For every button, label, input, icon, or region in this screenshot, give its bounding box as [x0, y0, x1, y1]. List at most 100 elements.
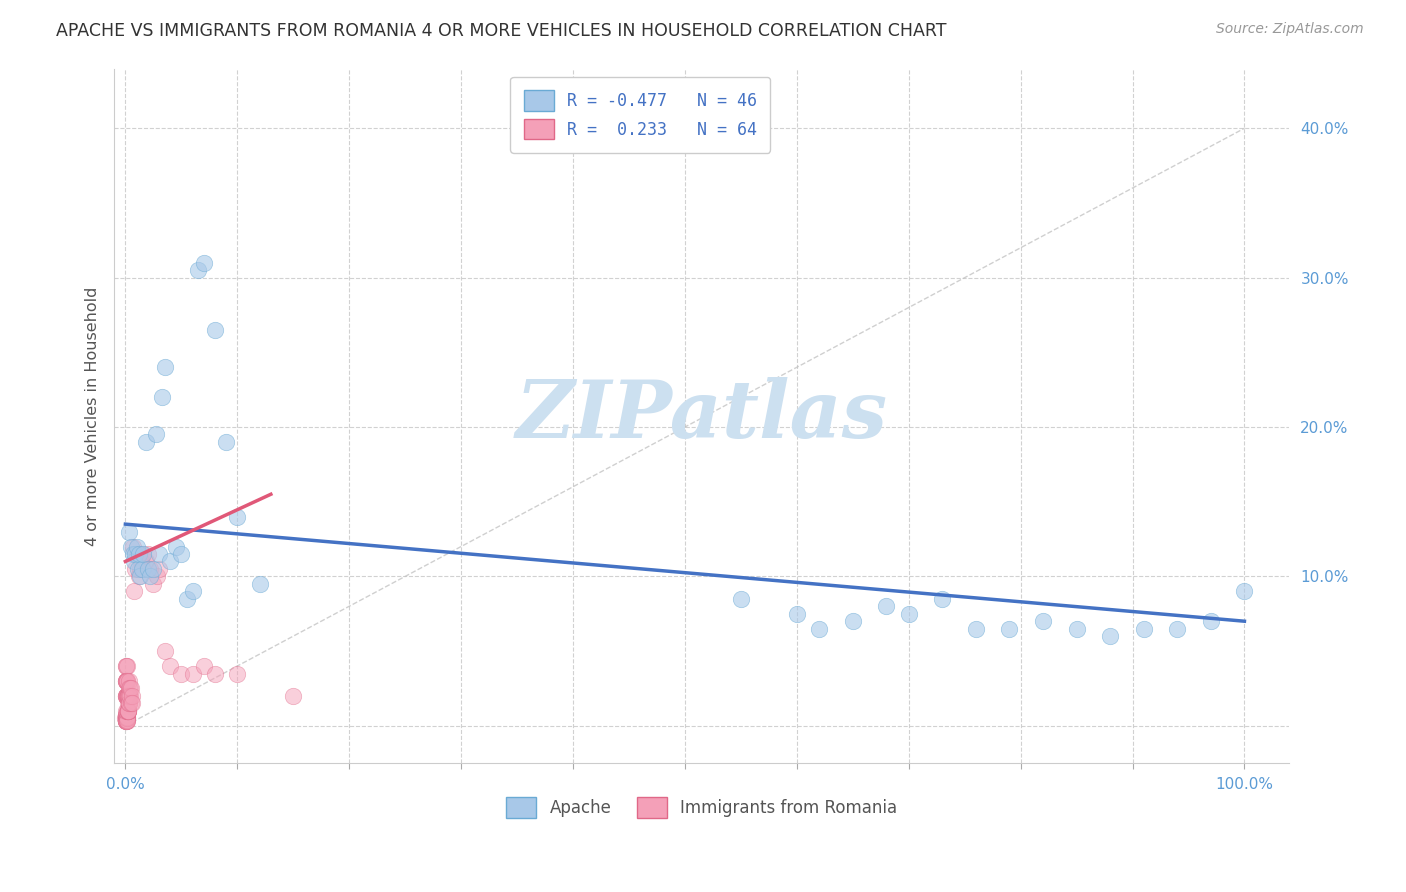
- Point: [150, 390, 173, 404]
- Point: [142, 577, 165, 591]
- Point: [875, 599, 897, 614]
- Point: [129, 562, 152, 576]
- Point: [118, 689, 141, 703]
- Point: [114, 673, 136, 688]
- Point: [125, 547, 148, 561]
- Point: [118, 697, 141, 711]
- Point: [181, 666, 204, 681]
- Point: [125, 540, 148, 554]
- Text: Source: ZipAtlas.com: Source: ZipAtlas.com: [1216, 22, 1364, 37]
- Point: [159, 659, 181, 673]
- Point: [115, 711, 138, 725]
- Point: [124, 562, 146, 576]
- Point: [118, 697, 141, 711]
- Point: [786, 607, 808, 621]
- Point: [249, 577, 271, 591]
- Point: [131, 547, 153, 561]
- Point: [115, 711, 138, 725]
- Point: [132, 547, 155, 561]
- Point: [122, 540, 145, 554]
- Point: [115, 689, 138, 703]
- Point: [115, 673, 138, 688]
- Point: [159, 554, 181, 568]
- Point: [115, 659, 138, 673]
- Point: [114, 659, 136, 673]
- Point: [115, 689, 138, 703]
- Point: [117, 711, 139, 725]
- Point: [115, 711, 138, 725]
- Point: [129, 569, 152, 583]
- Point: [114, 710, 136, 724]
- Point: [115, 714, 138, 729]
- Text: APACHE VS IMMIGRANTS FROM ROMANIA 4 OR MORE VEHICLES IN HOUSEHOLD CORRELATION CH: APACHE VS IMMIGRANTS FROM ROMANIA 4 OR M…: [56, 22, 946, 40]
- Point: [121, 689, 143, 703]
- Point: [187, 263, 209, 277]
- Point: [114, 706, 136, 721]
- Point: [117, 689, 139, 703]
- Text: ZIPatlas: ZIPatlas: [516, 377, 887, 455]
- Point: [215, 434, 238, 449]
- Point: [114, 713, 136, 727]
- Point: [153, 644, 176, 658]
- Point: [115, 710, 138, 724]
- Point: [998, 622, 1021, 636]
- Point: [115, 714, 138, 729]
- Point: [114, 711, 136, 725]
- Point: [135, 434, 157, 449]
- Point: [114, 713, 136, 727]
- Point: [193, 256, 215, 270]
- Point: [117, 714, 139, 729]
- Point: [115, 659, 138, 673]
- Point: [142, 562, 165, 576]
- Point: [132, 562, 155, 576]
- Point: [170, 547, 193, 561]
- Point: [127, 547, 149, 561]
- Point: [120, 540, 142, 554]
- Point: [118, 673, 141, 688]
- Point: [226, 509, 249, 524]
- Point: [115, 713, 138, 727]
- Point: [965, 622, 987, 636]
- Point: [127, 562, 149, 576]
- Point: [114, 711, 136, 725]
- Point: [115, 711, 138, 725]
- Point: [117, 704, 139, 718]
- Point: [118, 681, 141, 696]
- Point: [148, 547, 170, 561]
- Point: [115, 713, 138, 727]
- Point: [129, 554, 152, 568]
- Point: [117, 704, 139, 718]
- Point: [204, 323, 226, 337]
- Point: [117, 704, 139, 718]
- Point: [124, 554, 146, 568]
- Point: [115, 708, 138, 723]
- Point: [117, 704, 139, 718]
- Point: [114, 708, 136, 723]
- Point: [1233, 584, 1256, 599]
- Point: [128, 547, 150, 561]
- Point: [115, 673, 138, 688]
- Point: [1166, 622, 1188, 636]
- Point: [842, 614, 865, 628]
- Point: [115, 673, 138, 688]
- Point: [204, 666, 226, 681]
- Point: [121, 697, 143, 711]
- Point: [115, 689, 138, 703]
- Point: [124, 547, 146, 561]
- Point: [120, 681, 142, 696]
- Point: [118, 689, 141, 703]
- Point: [115, 673, 138, 688]
- Point: [135, 554, 157, 568]
- Point: [283, 689, 305, 703]
- Point: [128, 569, 150, 583]
- Point: [115, 710, 138, 724]
- Point: [114, 673, 136, 688]
- Point: [1032, 614, 1054, 628]
- Point: [122, 547, 145, 561]
- Point: [730, 591, 752, 606]
- Point: [139, 569, 162, 583]
- Point: [115, 710, 138, 724]
- Point: [117, 689, 139, 703]
- Point: [117, 697, 139, 711]
- Point: [165, 540, 187, 554]
